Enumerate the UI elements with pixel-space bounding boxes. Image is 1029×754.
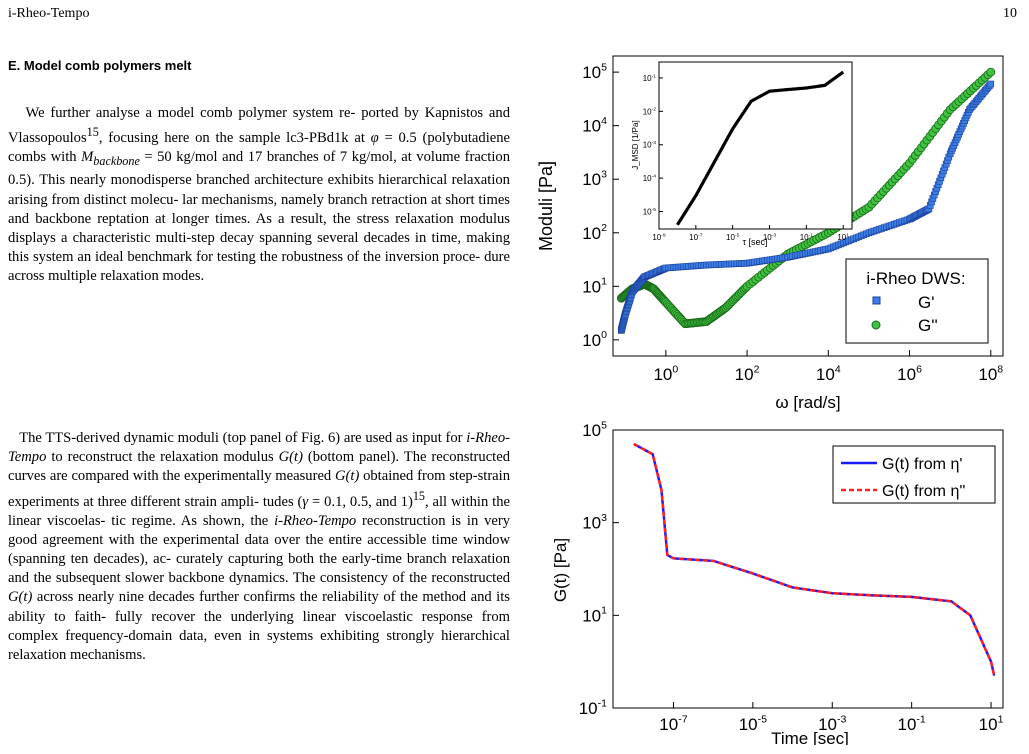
moduli-y-tick-label: 101 [582,276,607,297]
relaxation-y-tick-label: 101 [582,605,607,626]
relaxation-y-tick-label: 105 [582,419,607,440]
jmsd-inset: 10-510-410-310-210-1 10-9 10-7 10-5 10-3 10-… [631,61,853,247]
legend-label-g-double-prime: G'' [918,316,938,335]
inset-x-ticks: 10-9 10-7 10-5 10-3 10-1 101 [652,225,849,242]
relaxation-x-ticks: 10-7 10-5 10-3 10-1 101 [659,702,1004,734]
relaxation-legend: G(t) from η' G(t) from η'' [832,445,996,504]
relaxation-x-tick-label: 101 [979,713,1004,734]
moduli-x-tick-label: 104 [816,363,841,384]
relaxation-y-ticks: 10-1 101 103 105 [579,419,619,718]
moduli-y-ticks: 100 101 102 103 104 105 [582,61,619,350]
moduli-y-label: Moduli [Pa] [536,161,556,251]
moduli-legend-box [845,258,989,344]
moduli-y-tick-label: 104 [582,115,607,136]
moduli-x-tick-label: 106 [897,363,922,384]
legend-label-eta-prime: G(t) from η' [882,456,962,473]
inset-x-tick-label: 10-9 [652,232,666,242]
inset-y-tick-label: 10-1 [643,73,657,83]
inset-x-tick-label: 10-7 [689,232,703,242]
legend-label-eta-double-prime: G(t) from η'' [882,483,965,500]
inset-y-tick-label: 10-2 [643,107,657,117]
moduli-y-tick-label: 105 [582,61,607,82]
moduli-x-tick-label: 108 [978,363,1003,384]
relaxation-y-tick-label: 103 [582,512,607,533]
relaxation-x-tick-label: 10-3 [818,713,846,734]
moduli-x-tick-label: 102 [735,363,760,384]
inset-y-ticks: 10-5 10-4 10-3 10-2 10-1 [643,73,663,217]
relaxation-y-tick-label: 10-1 [579,697,607,718]
paragraph-1: We further analyse a model comb polymer … [8,105,510,285]
moduli-x-label: ω [rad/s] [775,393,840,412]
inset-x-tick-label: 10-5 [726,232,740,242]
legend-marker-g-prime [872,296,881,305]
moduli-chart: 100 101 102 103 104 105 100 102 104 106 108 Modul… [536,55,1004,412]
moduli-x-ticks: 100 102 104 106 108 [653,350,1003,384]
relaxation-x-tick-label: 10-1 [898,713,926,734]
running-header: i-Rheo-Tempo [8,6,90,21]
relaxation-legend-box [832,445,996,504]
moduli-plot-frame [612,55,1004,357]
figure-6: 100 101 102 103 104 105 100 102 104 106 108 Modul… [536,55,1004,745]
section-title: E. Model comb polymers melt [8,58,192,73]
inset-x-tick-label: 10-1 [800,232,814,242]
g-double-prime-point [986,67,996,77]
relaxation-series [633,442,996,676]
moduli-x-tick-label: 100 [653,363,678,384]
inset-series [676,70,845,226]
inset-x-label: τ [sec] [742,237,767,247]
relaxation-x-tick-label: 10-5 [739,713,767,734]
moduli-series [616,67,996,334]
inset-x-tick-label: 101 [837,232,849,242]
jmsd-curve [676,70,845,226]
relaxation-chart: 10-1 101 103 105 10-7 10-5 10-3 10-1 101 G(t) [… [551,419,1004,745]
inset-y-tick-label: 10-3 [643,140,657,150]
moduli-y-tick-label: 103 [582,169,607,190]
inset-y-tick-label: 10-5 [643,207,657,217]
inset-y-label: J_MSD [1/Pa] [631,120,640,169]
legend-title: i-Rheo DWS: [866,269,965,288]
legend-marker-g-double-prime [871,320,881,330]
relaxation-x-label: Time [sec] [771,729,849,745]
g-t-eta-double-prime-line [633,442,996,676]
relaxation-y-label: G(t) [Pa] [551,538,570,602]
page-number: 10 [1003,6,1017,21]
relaxation-plot-frame [612,429,1004,709]
moduli-y-tick-label: 102 [582,222,607,243]
moduli-legend: i-Rheo DWS: G' G'' [845,258,989,344]
moduli-y-tick-label: 100 [582,329,607,350]
inset-y-tick-label: 10-4 [643,174,657,184]
g-prime-point [987,80,995,88]
paragraph-2: The TTS-derived dynamic moduli (top pane… [8,430,511,664]
relaxation-x-tick-label: 10-7 [659,713,687,734]
inset-x-tick-label: 10-3 [763,232,777,242]
legend-label-g-prime: G' [918,293,934,312]
